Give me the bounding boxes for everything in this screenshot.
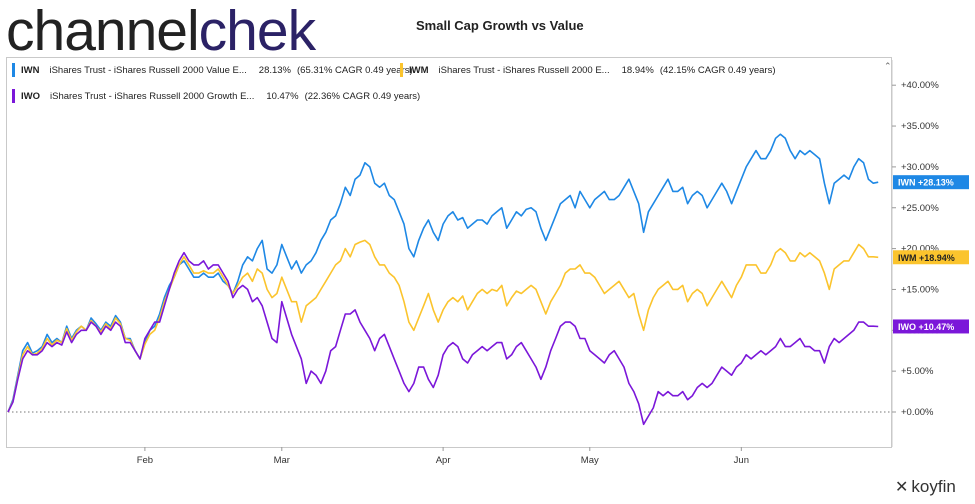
- koyfin-brand-text: koyfin: [911, 477, 956, 496]
- end-label-box-iwo: [893, 319, 969, 334]
- legend-ticker: IWN: [21, 64, 40, 76]
- logo-text-part2: chek: [198, 0, 316, 63]
- x-tick-label: Apr: [436, 455, 451, 466]
- legend-pct: 18.94%: [621, 64, 654, 76]
- legend-ticker: IWM: [409, 64, 429, 76]
- y-tick-label: +30.00%: [901, 162, 939, 173]
- end-label-box-iwm: [893, 250, 969, 265]
- collapse-chevron-icon[interactable]: ⌃: [884, 61, 892, 71]
- legend-pct: 28.13%: [258, 64, 292, 76]
- legend-cagr: (22.36% CAGR 0.49 years): [304, 90, 421, 102]
- legend-name: iShares Trust - iShares Russell 2000 Val…: [49, 64, 247, 76]
- series-line-iwo: [7, 251, 879, 426]
- channelchek-logo: channelchek: [6, 0, 316, 63]
- y-tick-label: +0.00%: [901, 407, 934, 418]
- legend-swatch: [400, 63, 403, 77]
- x-tick-label: Jun: [734, 455, 749, 466]
- legend-name: iShares Trust - iShares Russell 2000 E..…: [438, 64, 610, 76]
- y-tick-label: +15.00%: [901, 284, 939, 295]
- chart-title: Small Cap Growth vs Value: [416, 18, 584, 33]
- x-tick-label: Mar: [274, 455, 290, 466]
- y-tick-label: +5.00%: [901, 366, 934, 377]
- legend-item-iwn[interactable]: IWN iShares Trust - iShares Russell 2000…: [12, 63, 413, 77]
- y-tick-label: +20.00%: [901, 244, 939, 255]
- koyfin-k-icon: ✕: [895, 479, 909, 496]
- series-line-iwn: [7, 133, 879, 413]
- legend-swatch: [12, 89, 15, 103]
- end-label-iwn: IWN +28.13%: [898, 178, 954, 188]
- logo-text-part1: channel: [6, 0, 200, 63]
- legend-ticker: IWO: [21, 90, 40, 102]
- y-tick-label: +25.00%: [901, 203, 939, 214]
- y-tick-label: +40.00%: [901, 80, 939, 91]
- legend-pct: 10.47%: [266, 90, 299, 102]
- y-tick-label: +35.00%: [901, 121, 939, 132]
- legend-item-iwm[interactable]: IWM iShares Trust - iShares Russell 2000…: [400, 63, 775, 77]
- series-line-iwm: [7, 239, 879, 413]
- legend-swatch: [12, 63, 15, 77]
- legend-cagr: (65.31% CAGR 0.49 years): [297, 64, 413, 76]
- end-label-iwo: IWO +10.47%: [898, 322, 954, 332]
- legend-name: iShares Trust - iShares Russell 2000 Gro…: [50, 90, 255, 102]
- x-tick-label: May: [581, 455, 599, 466]
- legend-item-iwo[interactable]: IWO iShares Trust - iShares Russell 2000…: [12, 89, 420, 103]
- end-label-box-iwn: [893, 175, 969, 190]
- koyfin-brand: ✕ koyfin: [895, 477, 956, 497]
- legend-cagr: (42.15% CAGR 0.49 years): [659, 64, 776, 76]
- x-tick-label: Feb: [137, 455, 153, 466]
- end-label-iwm: IWM +18.94%: [898, 253, 955, 263]
